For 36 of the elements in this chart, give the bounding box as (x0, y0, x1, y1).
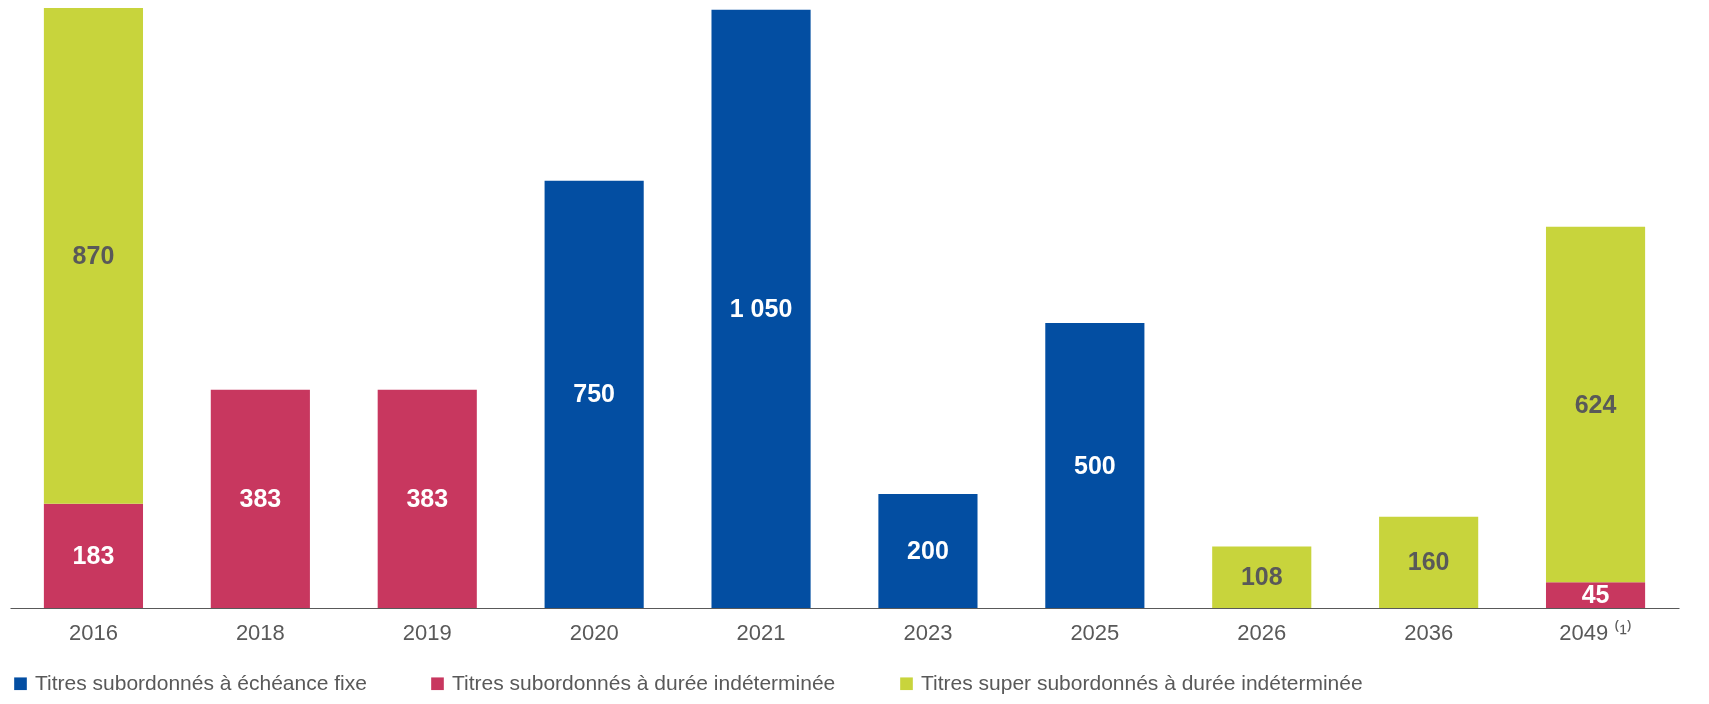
x-tick-label: 2021 (736, 619, 786, 645)
x-tick-label: 2023 (903, 619, 953, 645)
bar (43, 503, 144, 608)
x-tick-label: 2025 (1070, 619, 1120, 645)
bar (43, 8, 144, 504)
x-tick-label: 2020 (569, 619, 619, 645)
data-label: 870 (72, 240, 115, 269)
legend-label: Titres subordonnés à échéance fixe (35, 670, 367, 694)
data-label: 750 (573, 379, 616, 408)
legend-label: Titres super subordonnés à durée indéterminée (921, 670, 1363, 694)
bar (1379, 516, 1479, 608)
bar (1212, 546, 1312, 608)
legend-label: Titres subordonnés à durée indéterminée (452, 670, 836, 694)
bar (711, 9, 811, 608)
x-tick-label: 2036 (1404, 619, 1454, 645)
bar (377, 389, 477, 608)
bar (878, 494, 978, 608)
data-label: 383 (239, 483, 282, 512)
bar (1045, 323, 1145, 608)
data-label: 160 (1407, 547, 1450, 576)
x-tick-label: 2049 ⁽¹⁾ (1559, 619, 1632, 645)
bar (544, 180, 644, 608)
data-label: 183 (72, 540, 115, 569)
x-tick-label: 2018 (235, 619, 285, 645)
data-label: 200 (907, 536, 949, 565)
data-label: 500 (1073, 450, 1116, 479)
data-label: 45 (1581, 580, 1610, 609)
bar (210, 389, 310, 608)
data-label: 383 (406, 483, 449, 512)
data-label: 108 (1240, 562, 1283, 591)
x-tick-label: 2026 (1237, 619, 1287, 645)
x-tick-label: 2016 (68, 619, 118, 645)
x-tick-label: 2019 (402, 619, 452, 645)
data-label: 1 050 (729, 293, 793, 322)
data-label: 624 (1574, 389, 1617, 418)
bar (1545, 226, 1646, 583)
